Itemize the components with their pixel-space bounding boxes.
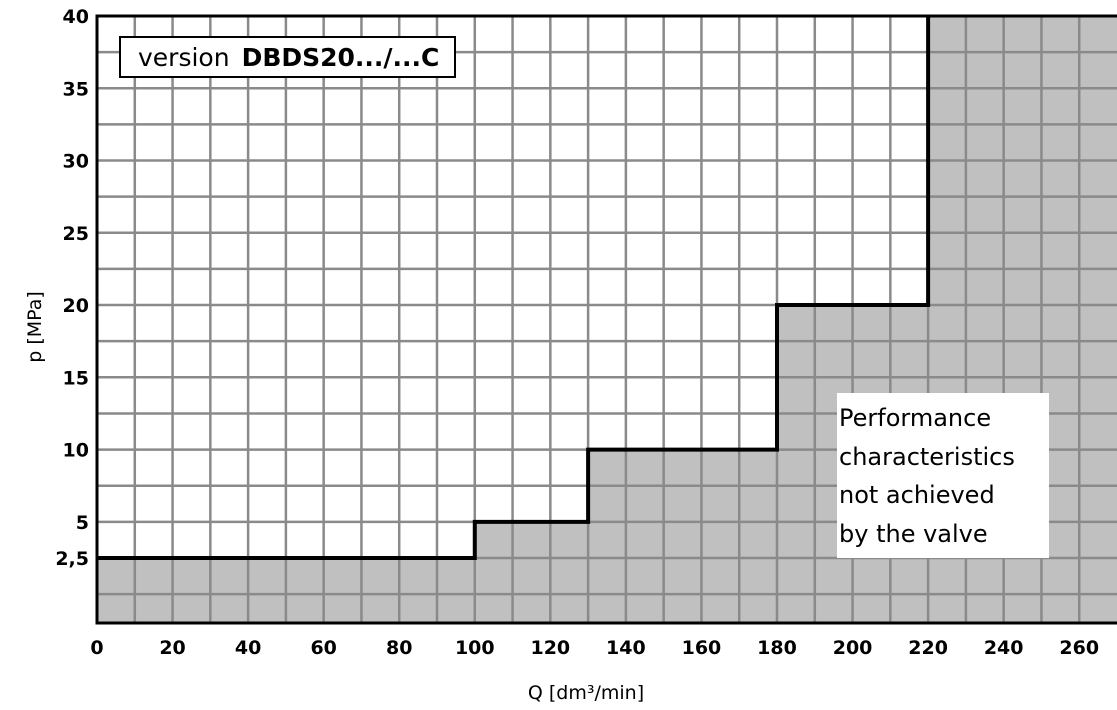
x-tick-label: 200 [833,637,873,659]
y-tick-label: 15 [63,367,89,389]
x-tick-label: 100 [455,637,495,659]
y-tick-labels: 2,5 5 10 15 20 25 30 35 40 [55,6,89,570]
y-tick-label: 5 [76,512,89,534]
y-tick-label: 10 [63,440,89,462]
x-tick-label: 240 [984,637,1024,659]
x-tick-label: 60 [310,637,336,659]
axes-layer [95,14,1117,625]
version-prefix: version [138,42,230,72]
y-tick-label: 20 [63,295,89,317]
x-tick-label: 220 [908,637,948,659]
y-tick-label: 25 [63,223,89,245]
region-note-box: Performance characteristics not achieved… [837,393,1049,558]
version-model: DBDS20.../...C [241,42,440,72]
x-tick-label: 120 [530,637,570,659]
y-tick-label: 2,5 [55,548,89,570]
version-label-box: version DBDS20.../...C [119,36,456,78]
x-tick-label: 160 [682,637,722,659]
region-note-line: by the valve [839,519,988,548]
region-note-line: not achieved [839,481,995,509]
y-tick-label: 40 [63,6,89,28]
x-tick-label: 260 [1059,637,1099,659]
x-tick-label: 180 [757,637,797,659]
x-tick-labels: 0 20 40 60 80 100 120 140 160 180 200 220 240 260 [90,637,1099,659]
boundary-step-line [97,16,931,560]
boundary-layer [97,16,931,560]
x-tick-label: 40 [235,637,261,659]
x-tick-label: 20 [159,637,185,659]
x-tick-label: 140 [606,637,646,659]
y-tick-label: 35 [63,78,89,100]
region-note-line: Performance [839,404,992,432]
region-note-line: characteristics [839,442,1015,471]
y-axis-label: p [MPa] [24,291,46,363]
x-axis-label: Q [dm³/min] [528,682,644,704]
x-tick-label: 0 [90,637,103,659]
y-tick-label: 30 [63,151,89,173]
x-tick-label: 80 [386,637,412,659]
